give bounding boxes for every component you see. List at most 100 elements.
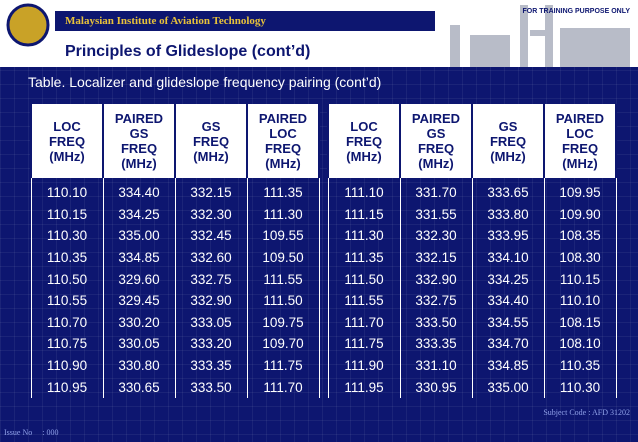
cell: 332.60 [174,246,248,269]
cell: 109.90 [543,203,617,226]
issue-number: Issue No : 000 [4,428,59,437]
table-row: 111.55 332.75 334.40 110.10 [327,289,617,312]
cell: 332.75 [399,289,473,312]
cell: 333.05 [174,311,248,334]
table-row: 111.35 332.15 334.10 108.30 [327,246,617,269]
cell: 329.45 [102,289,176,312]
notice: FOR TRAINING PURPOSE ONLY [522,8,630,15]
cell: 110.75 [30,333,104,355]
cell: 331.55 [399,203,473,226]
cell: 111.70 [327,311,401,334]
cell: 329.60 [102,268,176,290]
cell: 108.30 [543,246,617,269]
cell: 332.15 [174,178,248,204]
cell: 111.90 [327,354,401,377]
table-row: 110.15 334.25 332.30 111.30 [30,203,320,226]
cell: 111.15 [327,203,401,226]
frequency-table: LOC FREQ (MHz) PAIRED GS FREQ (MHz) GS FRE… [327,104,617,398]
cell: 110.35 [543,354,617,377]
cell: 111.95 [327,376,401,398]
cell: 109.50 [246,246,320,269]
cell: 111.30 [246,203,320,226]
cell: 334.70 [471,333,545,355]
cell: 110.15 [543,268,617,290]
cell: 332.90 [174,289,248,312]
cell: 111.75 [327,333,401,355]
table-row: 110.70 330.20 333.05 109.75 [30,311,320,334]
cell: 334.85 [471,354,545,377]
cell: 334.10 [471,246,545,269]
cell: 109.95 [543,178,617,204]
table-row: 111.30 332.30 333.95 108.35 [327,225,617,247]
cell: 110.90 [30,354,104,377]
decoration [6,3,630,67]
column-header: PAIRED LOC FREQ (MHz) [543,104,617,178]
column-header: PAIRED GS FREQ (MHz) [399,104,473,178]
cell: 110.95 [30,376,104,398]
cell: 110.10 [543,289,617,312]
cell: 330.05 [102,333,176,355]
column-header: GS FREQ (MHz) [174,104,248,178]
table-row: 110.30 335.00 332.45 109.55 [30,225,320,247]
cell: 330.95 [399,376,473,398]
cell: 110.50 [30,268,104,290]
cell: 334.25 [471,268,545,290]
cell: 332.30 [399,225,473,247]
column-header: LOC FREQ (MHz) [30,104,104,178]
cell: 332.45 [174,225,248,247]
table-row: 110.90 330.80 333.35 111.75 [30,354,320,377]
cell: 109.75 [246,311,320,334]
cell: 111.35 [327,246,401,269]
cell: 109.70 [246,333,320,355]
cell: 333.80 [471,203,545,226]
cell: 334.40 [471,289,545,312]
cell: 333.50 [174,376,248,398]
cell: 111.75 [246,354,320,377]
cell: 332.30 [174,203,248,226]
cell: 334.85 [102,246,176,269]
table-row: 111.95 330.95 335.00 110.30 [327,376,617,398]
table-row: 111.10 331.70 333.65 109.95 [327,178,617,204]
cell: 332.90 [399,268,473,290]
subject-code: Subject Code : AFD 31202 [543,408,630,417]
header-row: LOC FREQ (MHz) PAIRED GS FREQ (MHz) GS FRE… [30,104,320,178]
cell: 331.70 [399,178,473,204]
cell: 333.35 [399,333,473,355]
table-row: 110.35 334.85 332.60 109.50 [30,246,320,269]
cell: 333.50 [399,311,473,334]
table-row: 110.95 330.65 333.50 111.70 [30,376,320,398]
cell: 333.65 [471,178,545,204]
column-header: PAIRED LOC FREQ (MHz) [246,104,320,178]
cell: 331.10 [399,354,473,377]
table-caption: Table. Localizer and glideslope frequenc… [28,74,382,90]
table-row: 111.50 332.90 334.25 110.15 [327,268,617,290]
cell: 108.35 [543,225,617,247]
table-body: 110.10 334.40 332.15 111.35 110.15 334.25 332.… [30,178,320,398]
cell: 111.50 [327,268,401,290]
cell: 110.30 [30,225,104,247]
table-body: 111.10 331.70 333.65 109.95 111.15 331.55 333.… [327,178,617,398]
table-row: 111.90 331.10 334.85 110.35 [327,354,617,377]
column-header: GS FREQ (MHz) [471,104,545,178]
cell: 111.30 [327,225,401,247]
table-row: 111.70 333.50 334.55 108.15 [327,311,617,334]
institute: Malaysian Institute of Aviation Technolo… [55,11,435,31]
cell: 111.10 [327,178,401,204]
cell: 330.20 [102,311,176,334]
table-row: 110.55 329.45 332.90 111.50 [30,289,320,312]
cell: 108.10 [543,333,617,355]
cell: 330.80 [102,354,176,377]
table-row: 110.75 330.05 333.20 109.70 [30,333,320,355]
cell: 108.15 [543,311,617,334]
cell: 335.00 [471,376,545,398]
cell: 109.55 [246,225,320,247]
cell: 110.30 [543,376,617,398]
cell: 111.55 [327,289,401,312]
cell: 111.55 [246,268,320,290]
table-row: 110.50 329.60 332.75 111.55 [30,268,320,290]
cell: 333.35 [174,354,248,377]
cell: 110.55 [30,289,104,312]
table-head: LOC FREQ (MHz) PAIRED GS FREQ (MHz) GS FRE… [30,104,320,178]
cell: 335.00 [102,225,176,247]
table-row: 111.75 333.35 334.70 108.10 [327,333,617,355]
